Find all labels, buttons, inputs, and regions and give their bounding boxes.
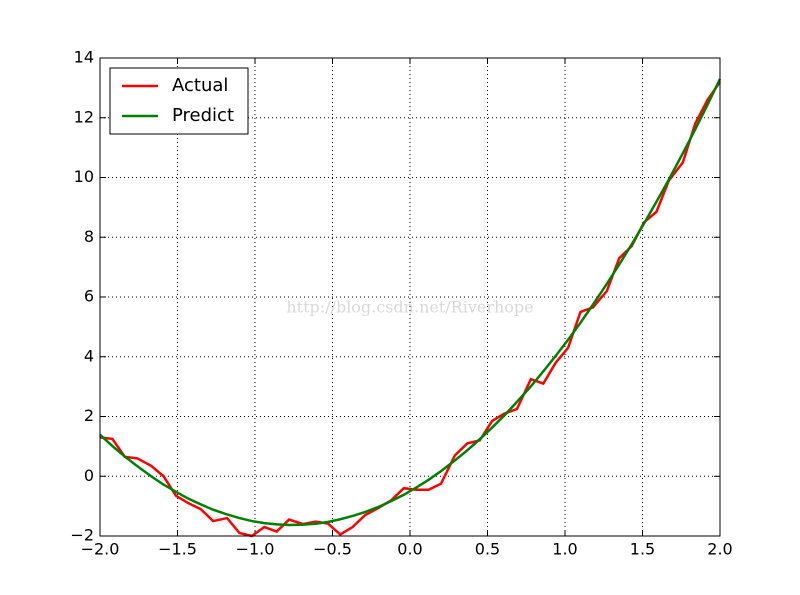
y-tick-label: 6 xyxy=(84,287,94,306)
y-tick-label: −2 xyxy=(70,526,94,545)
x-tick-label: −1.5 xyxy=(158,540,197,559)
watermark: http://blog.csdn.net/Riverhope xyxy=(286,298,533,317)
plot-frame xyxy=(99,57,721,537)
y-tick-label: 14 xyxy=(74,48,94,67)
y-tick-label: 0 xyxy=(84,466,94,485)
y-tick-label: 4 xyxy=(84,346,94,365)
x-tick-label: −1.0 xyxy=(236,540,275,559)
y-tick-label: 8 xyxy=(84,227,94,246)
x-tick-label: 0.5 xyxy=(475,540,500,559)
legend-label: Actual xyxy=(172,75,228,96)
line xyxy=(99,81,722,538)
x-tick-label: 1.0 xyxy=(552,540,577,559)
y-tick-label: 12 xyxy=(74,107,94,126)
y-tick-label: 2 xyxy=(84,406,94,425)
legend xyxy=(109,67,249,135)
x-tick-label: 1.5 xyxy=(630,540,655,559)
legend-label: Predict xyxy=(172,105,234,126)
x-tick-label: −2.0 xyxy=(81,540,120,559)
x-tick-label: 2.0 xyxy=(707,540,732,559)
line xyxy=(99,78,722,527)
x-tick-label: 0.0 xyxy=(397,540,422,559)
x-tick-label: −0.5 xyxy=(313,540,352,559)
y-tick-label: 10 xyxy=(74,167,94,186)
